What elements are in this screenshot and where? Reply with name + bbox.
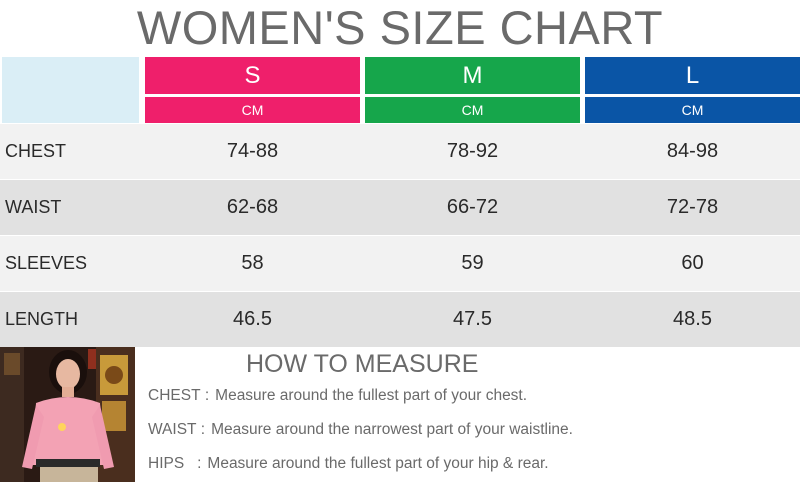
row-label: LENGTH — [5, 309, 79, 329]
size-header-s: S — [145, 57, 360, 94]
measure-key: WAIST : — [148, 421, 206, 438]
measure-item-waist: WAIST : Measure around the narrowest part… — [148, 420, 573, 440]
how-to-measure-title: HOW TO MEASURE — [246, 350, 479, 378]
unit-header-l: CM — [585, 97, 800, 123]
measure-key: CHEST : — [148, 387, 210, 404]
measure-desc: Measure around the fullest part of your … — [215, 387, 528, 404]
table-row-sleeves: SLEEVES 58 59 60 — [0, 236, 800, 291]
page-title: WOMEN'S SIZE CHART — [136, 1, 664, 54]
measure-desc: Measure around the narrowest part of you… — [211, 421, 573, 438]
table-cell: 47.5 — [453, 308, 492, 330]
table-cell: 46.5 — [233, 308, 272, 330]
table-cell: 84-98 — [666, 140, 719, 162]
row-label: WAIST — [5, 197, 62, 217]
table-row-length: LENGTH 46.5 47.5 48.5 — [0, 292, 800, 347]
measure-item-hips: HIPS : Measure around the fullest part of… — [148, 454, 549, 474]
measure-desc: Measure around the fullest part of your … — [207, 455, 549, 472]
measure-item-chest: CHEST : Measure around the fullest part o… — [148, 386, 527, 406]
table-cell: 58 — [241, 252, 264, 274]
size-header-l: L — [585, 57, 800, 94]
table-cell: 60 — [681, 252, 704, 274]
measure-key: HIPS : — [148, 455, 202, 472]
header-corner-cell — [2, 57, 139, 123]
table-row-chest: CHEST 74-88 78-92 84-98 — [0, 124, 800, 179]
table-row-waist: WAIST 62-68 66-72 72-78 — [0, 180, 800, 235]
model-photo — [0, 347, 135, 482]
size-header-m: M — [365, 57, 580, 94]
row-label: SLEEVES — [5, 253, 88, 273]
table-cell: 48.5 — [673, 308, 712, 330]
table-cell: 66-72 — [446, 196, 499, 218]
unit-header-s: CM — [145, 97, 360, 123]
table-cell: 59 — [461, 252, 484, 274]
table-cell: 78-92 — [446, 140, 499, 162]
table-cell: 74-88 — [226, 140, 279, 162]
row-label: CHEST — [5, 141, 67, 161]
table-cell: 72-78 — [666, 196, 719, 218]
unit-header-m: CM — [365, 97, 580, 123]
table-cell: 62-68 — [226, 196, 279, 218]
